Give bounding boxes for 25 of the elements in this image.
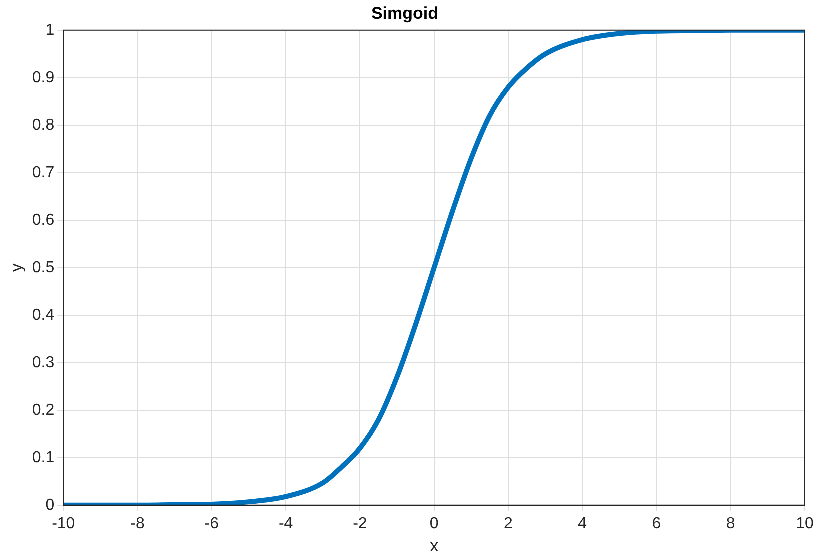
- y-tick-label: 0.5: [32, 259, 55, 276]
- x-tick-label: -10: [52, 515, 76, 532]
- x-tick-label: -8: [130, 515, 145, 532]
- x-tick-label: 2: [504, 515, 514, 532]
- x-tick-label: -6: [204, 515, 220, 532]
- x-tick-label: 6: [652, 515, 662, 532]
- chart-title: Simgoid: [371, 4, 439, 23]
- x-tick-label: 4: [578, 515, 588, 532]
- x-tick-label: 8: [726, 515, 736, 532]
- y-tick-label: 1: [46, 22, 55, 39]
- y-tick-label: 0.6: [32, 212, 55, 229]
- y-tick-label: 0.7: [32, 164, 55, 182]
- y-tick-label: 0.1: [32, 449, 55, 466]
- x-tick-label: -4: [278, 515, 294, 532]
- y-tick-label: 0.8: [32, 116, 55, 134]
- y-axis-title: y: [6, 263, 26, 272]
- y-tick-label: 0.4: [32, 306, 55, 324]
- x-tick-label: 10: [796, 515, 814, 532]
- y-tick-label: 0.2: [32, 402, 55, 419]
- x-axis-title: x: [430, 536, 440, 556]
- y-tick-label: 0: [46, 496, 55, 514]
- x-tick-label: -2: [353, 515, 368, 532]
- x-tick-label: 0: [430, 515, 439, 532]
- y-tick-label: 0.3: [32, 354, 55, 372]
- y-tick-label: 0.9: [32, 69, 55, 86]
